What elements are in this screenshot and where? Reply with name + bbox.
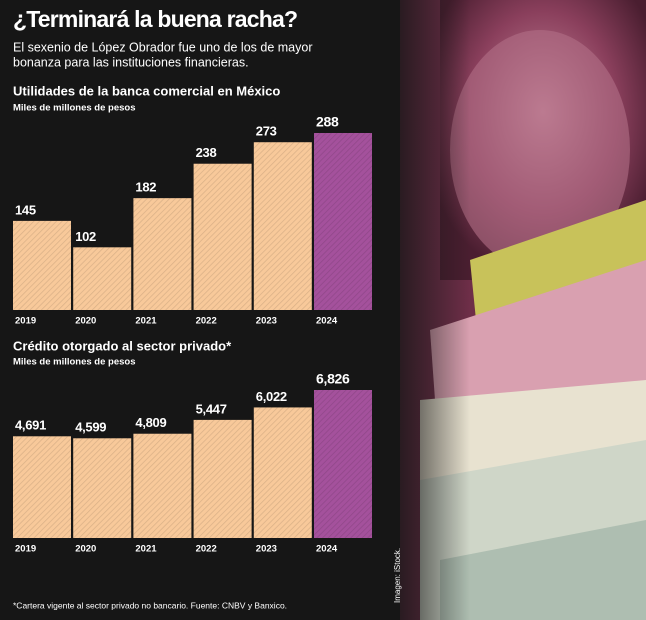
bar-hatch	[193, 163, 252, 310]
x-tick-label: 2021	[135, 316, 157, 327]
chart-subtitle: Miles de millones de pesos	[13, 103, 135, 114]
footnote: *Cartera vigente al sector privado no ba…	[13, 600, 287, 610]
x-tick-label: 2020	[75, 316, 96, 327]
bar-hatch	[253, 407, 312, 538]
value-label: 102	[75, 229, 96, 244]
bar-hatch	[13, 436, 71, 538]
value-label: 6,022	[256, 389, 287, 404]
bar-hatch	[13, 220, 71, 310]
x-tick-label: 2024	[316, 544, 338, 555]
bar-hatch	[314, 133, 372, 310]
x-tick-label: 2020	[75, 544, 96, 555]
image-credit: Imagen: iStock.	[393, 548, 402, 603]
title: ¿Terminará la buena racha?	[13, 6, 297, 32]
background-image	[380, 0, 646, 620]
bar-hatch	[314, 390, 372, 538]
x-tick-label: 2019	[15, 316, 36, 327]
x-tick-label: 2021	[135, 544, 157, 555]
x-tick-label: 2019	[15, 544, 36, 555]
bar-hatch	[73, 247, 132, 310]
x-tick-label: 2023	[256, 316, 277, 327]
bar-hatch	[133, 433, 192, 538]
value-label: 273	[256, 124, 277, 139]
value-label: 4,809	[135, 415, 166, 430]
value-label: 4,691	[15, 418, 46, 433]
chart-subtitle: Miles de millones de pesos	[13, 357, 135, 368]
value-label: 5,447	[196, 401, 227, 416]
x-tick-label: 2023	[256, 544, 277, 555]
x-tick-label: 2022	[196, 316, 217, 327]
value-label: 6,826	[316, 371, 350, 387]
x-tick-label: 2022	[196, 544, 217, 555]
bar-hatch	[193, 419, 252, 538]
chart-title: Utilidades de la banca comercial en Méxi…	[13, 83, 280, 98]
value-label: 288	[316, 114, 339, 130]
x-tick-label: 2024	[316, 316, 338, 327]
subtitle: bonanza para las instituciones financier…	[13, 55, 249, 69]
chart-title: Crédito otorgado al sector privado*	[13, 338, 232, 353]
value-label: 182	[135, 180, 156, 195]
value-label: 238	[196, 145, 217, 160]
value-label: 145	[15, 202, 36, 217]
value-label: 4,599	[75, 420, 106, 435]
bar-hatch	[133, 198, 192, 310]
bar-hatch	[253, 142, 312, 310]
bar-hatch	[73, 438, 132, 538]
subtitle: El sexenio de López Obrador fue uno de l…	[13, 40, 313, 54]
